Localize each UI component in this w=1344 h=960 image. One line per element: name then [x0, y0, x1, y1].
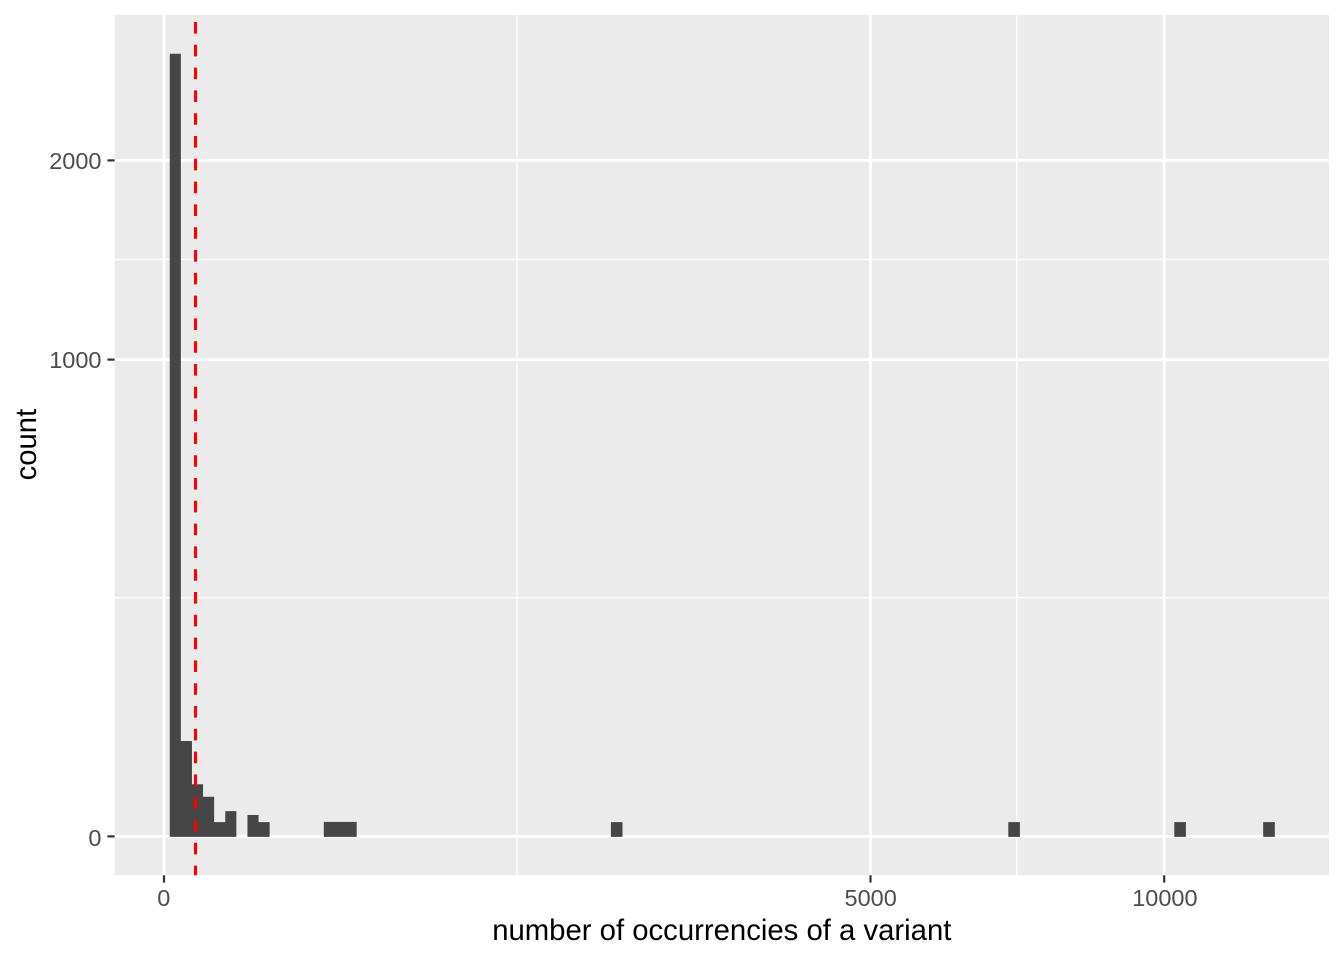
svg-text:0: 0 [88, 825, 101, 851]
svg-text:2000: 2000 [49, 148, 101, 174]
svg-text:number of occurrencies of a va: number of occurrencies of a variant [492, 914, 951, 947]
svg-text:10000: 10000 [1132, 885, 1197, 911]
svg-text:count: count [10, 409, 43, 481]
svg-text:5000: 5000 [845, 885, 897, 911]
svg-text:1000: 1000 [49, 347, 101, 373]
svg-text:0: 0 [157, 885, 170, 911]
